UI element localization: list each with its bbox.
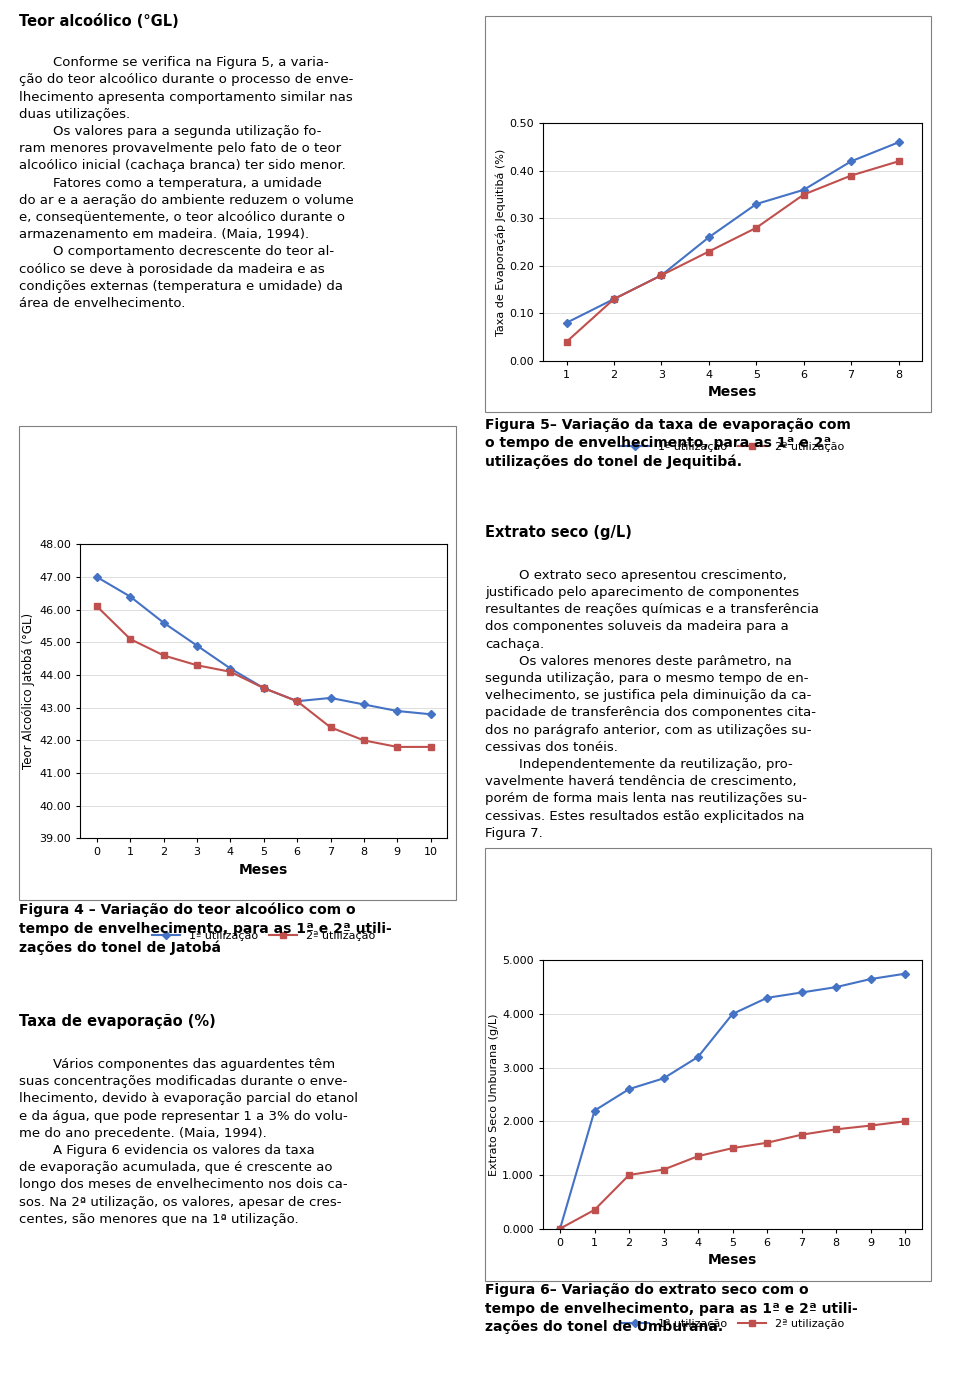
2ª utilização [158,647,170,664]
Legend: 1ª utilização, 2ª utilização: 1ª utilização, 2ª utilização [148,926,379,945]
Line: 1ª utilização: 1ª utilização [558,971,908,1231]
Text: Teor alcoólico (°GL): Teor alcoólico (°GL) [19,14,179,29]
1ª utilização [158,614,170,631]
1ª utilização [292,692,303,709]
1ª utilização [658,1070,669,1087]
Text: Figura 5– Variação da taxa de evaporação com
o tempo de envelhecimento, para as : Figura 5– Variação da taxa de evaporação… [485,418,851,469]
1ª utilização [798,181,809,198]
2ª utilização [727,1140,738,1157]
1ª utilização [561,315,572,331]
1ª utilização [392,702,403,719]
Text: Vários componentes das aguardentes têm
suas concentrações modificadas durante o : Vários componentes das aguardentes têm s… [19,1058,358,1226]
2ª utilização [609,291,620,308]
2ª utilização [225,664,236,680]
2ª utilização [900,1113,911,1129]
1ª utilização [656,267,667,283]
Text: Figura 6– Variação do extrato seco com o
tempo de envelhecimento, para as 1ª e 2: Figura 6– Variação do extrato seco com o… [485,1283,857,1334]
1ª utilização [703,229,714,246]
2ª utilização [425,739,437,756]
2ª utilização [703,243,714,260]
1ª utilização [554,1220,565,1237]
2ª utilização [830,1121,842,1138]
1ª utilização [258,680,270,697]
1ª utilização [91,569,103,585]
1ª utilização [358,697,370,713]
X-axis label: Meses: Meses [239,863,288,877]
2ª utilização [292,692,303,709]
1ª utilização [225,661,236,677]
2ª utilização [656,267,667,283]
Line: 1ª utilização: 1ª utilização [564,140,901,326]
Line: 2ª utilização: 2ª utilização [94,603,433,750]
2ª utilização [588,1202,600,1219]
2ª utilização [658,1161,669,1178]
2ª utilização [893,153,904,169]
Text: O extrato seco apresentou crescimento,
justificado pelo aparecimento de componen: O extrato seco apresentou crescimento, j… [485,569,819,840]
Text: Extrato seco (g/L): Extrato seco (g/L) [485,525,632,540]
Line: 2ª utilização: 2ª utilização [564,158,901,345]
2ª utilização [761,1135,773,1151]
Line: 2ª utilização: 2ª utilização [558,1118,908,1231]
Text: Conforme se verifica na Figura 5, a varia-
ção do teor alcoólico durante o proce: Conforme se verifica na Figura 5, a vari… [19,56,354,311]
1ª utilização [796,984,807,1000]
Y-axis label: Taxa de Evaporaçáp Jequitibá (%): Taxa de Evaporaçáp Jequitibá (%) [495,148,506,335]
1ª utilização [588,1102,600,1118]
2ª utilização [125,631,136,647]
2ª utilização [392,739,403,756]
1ª utilização [900,966,911,982]
1ª utilização [893,135,904,151]
Y-axis label: Teor Alcoólico Jatobá (°GL): Teor Alcoólico Jatobá (°GL) [22,613,36,769]
Text: Figura 4 – Variação do teor alcoólico com o
tempo de envelhecimento, para as 1ª : Figura 4 – Variação do teor alcoólico co… [19,903,392,955]
2ª utilização [623,1167,635,1183]
1ª utilização [623,1081,635,1098]
2ª utilização [798,187,809,203]
2ª utilização [191,657,203,673]
1ª utilização [692,1048,704,1065]
X-axis label: Meses: Meses [708,1253,757,1267]
2ª utilização [751,220,762,236]
2ª utilização [692,1147,704,1164]
Legend: 1ª utilização, 2ª utilização: 1ª utilização, 2ª utilização [616,1315,849,1334]
Line: 1ª utilização: 1ª utilização [94,574,433,717]
2ª utilização [846,168,857,184]
Legend: 1ª utilização, 2ª utilização: 1ª utilização, 2ª utilização [616,437,849,456]
2ª utilização [91,598,103,614]
X-axis label: Meses: Meses [708,385,757,400]
2ª utilização [554,1220,565,1237]
2ª utilização [258,680,270,697]
1ª utilização [191,638,203,654]
1ª utilização [761,989,773,1006]
2ª utilização [796,1127,807,1143]
2ª utilização [358,732,370,749]
1ª utilização [425,706,437,723]
Y-axis label: Extrato Seco Umburana (g/L): Extrato Seco Umburana (g/L) [490,1013,499,1176]
2ª utilização [865,1117,876,1134]
1ª utilização [324,690,336,706]
Text: Taxa de evaporação (%): Taxa de evaporação (%) [19,1014,216,1029]
2ª utilização [561,334,572,350]
1ª utilização [846,153,857,169]
1ª utilização [830,978,842,995]
2ª utilização [324,719,336,735]
1ª utilização [609,291,620,308]
1ª utilização [865,971,876,988]
1ª utilização [125,588,136,605]
1ª utilização [727,1006,738,1022]
1ª utilização [751,196,762,213]
